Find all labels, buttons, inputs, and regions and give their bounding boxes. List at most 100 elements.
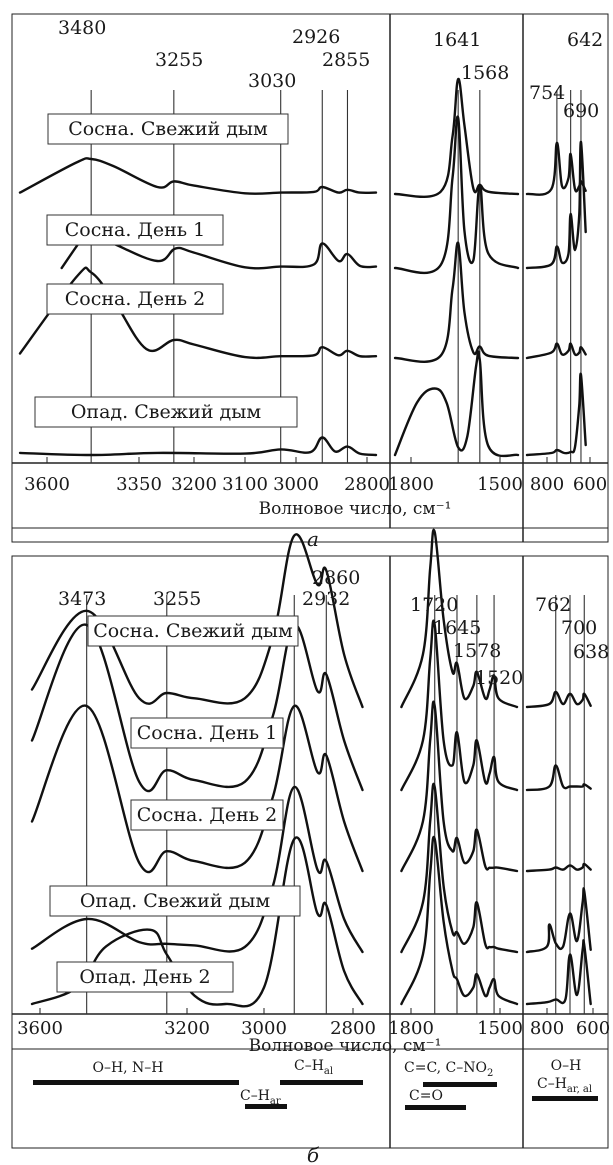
- spectrum-line: [525, 862, 592, 873]
- peak-label: 2855: [322, 49, 370, 71]
- panel-letter: а: [307, 527, 319, 551]
- spectrum-line: [525, 342, 587, 360]
- tick-label: 600: [576, 1018, 610, 1039]
- tick-label: 3200: [164, 1018, 210, 1039]
- series-label: Сосна. День 1: [65, 219, 206, 241]
- peak-label: 1578: [453, 640, 501, 662]
- spectrum-line: [525, 690, 592, 709]
- spectrum-line: [393, 350, 520, 458]
- band-sub: 2: [487, 1068, 493, 1079]
- tick-label: 800: [530, 1018, 564, 1039]
- spectrum-line: [525, 372, 587, 457]
- tick-label: 3000: [273, 474, 319, 495]
- peak-label: 3255: [153, 588, 201, 610]
- tick-label: 1800: [388, 1018, 434, 1039]
- peak-label: 2926: [292, 26, 340, 48]
- spectrum-line: [18, 266, 378, 360]
- panel-a-frame: [11, 13, 609, 543]
- peak-label: 642: [567, 29, 603, 51]
- band-sub: al: [324, 1066, 333, 1077]
- series-label: Опад. День 2: [79, 966, 210, 988]
- peak-label: 3030: [248, 70, 296, 92]
- series-label-box: Опад. Свежий дым: [34, 396, 298, 428]
- peak-label: 3255: [155, 49, 203, 71]
- panel-b-frame: [11, 555, 609, 1149]
- tick-label: 3000: [241, 1018, 287, 1039]
- spectrum-line: [30, 704, 364, 874]
- series-label-box: Сосна. День 1: [130, 717, 284, 749]
- peak-label: 700: [561, 617, 597, 639]
- spectrum-line: [525, 140, 587, 270]
- tick-label: 3350: [116, 474, 162, 495]
- peak-label: 1645: [433, 617, 481, 639]
- series-label-box: Сосна. День 2: [130, 799, 284, 831]
- tick-label: 2800: [344, 474, 390, 495]
- spectrum-line: [400, 782, 519, 954]
- band-label-co: C=O: [409, 1088, 443, 1104]
- peak-label: 2860: [312, 567, 360, 589]
- band-bar-ch-al: [280, 1080, 363, 1085]
- spectrum-line: [400, 835, 519, 1006]
- peak-label: 638: [573, 641, 609, 663]
- band-bar-ch-ar: [245, 1104, 287, 1109]
- band-text: C=C, C–NO: [404, 1060, 487, 1076]
- tick-label: 600: [573, 474, 607, 495]
- spectrum-line: [525, 887, 592, 954]
- tick-label: 3600: [17, 1018, 63, 1039]
- series-label-box: Опад. Свежий дым: [49, 885, 301, 917]
- series-label-box: Опад. День 2: [56, 961, 234, 993]
- band-bar-oh-nh: [33, 1080, 239, 1085]
- series-label: Опад. Свежий дым: [80, 890, 270, 912]
- band-text: C–H: [537, 1076, 567, 1092]
- peak-label: 1520: [475, 667, 523, 689]
- spectrum-line: [18, 157, 378, 195]
- tick-label: 800: [530, 474, 564, 495]
- band-text: C–H: [294, 1058, 324, 1074]
- peak-label: 754: [529, 82, 565, 104]
- peak-label: 1720: [410, 594, 458, 616]
- x-axis-label: Волновое число, см⁻¹: [259, 499, 452, 519]
- x-axis-label: Волновое число, см⁻¹: [249, 1036, 442, 1056]
- band-label-oh-nh: O–H, N–H: [92, 1060, 163, 1076]
- panel-letter: б: [307, 1143, 320, 1165]
- band-label-ch-ar: C–Har: [240, 1088, 281, 1107]
- tick-label: 3600: [24, 474, 70, 495]
- spectrum-line: [400, 700, 519, 873]
- peak-label: 3473: [58, 588, 106, 610]
- tick-label: 3200: [171, 474, 217, 495]
- panel-b-peak-lines: [86, 595, 585, 1014]
- band-label-oh: O–H: [551, 1058, 582, 1074]
- band-label-cc-cno2: C=C, C–NO2: [404, 1060, 493, 1079]
- spectrum-line: [30, 623, 364, 793]
- spectrum-line: [18, 436, 378, 457]
- band-assignments: O–H, N–H C–Har C–Hal C=C, C–NO2 C=O O–H …: [33, 1058, 598, 1110]
- series-label-box: Сосна. Свежий дым: [87, 615, 299, 647]
- peak-label: 2932: [302, 588, 350, 610]
- spectrum-line: [393, 241, 520, 363]
- peak-label: 690: [563, 100, 599, 122]
- series-label: Сосна. Свежий дым: [68, 118, 268, 140]
- peak-label: 1568: [461, 62, 509, 84]
- spectrum-line: [400, 528, 519, 709]
- band-sub: ar, al: [567, 1084, 592, 1095]
- peak-label: 3480: [58, 17, 106, 39]
- tick-label: 1500: [477, 1018, 523, 1039]
- spectrum-line: [30, 533, 364, 709]
- series-label: Сосна. День 2: [137, 804, 278, 826]
- series-label-box: Сосна. День 1: [46, 214, 224, 246]
- series-label: Сосна. День 1: [137, 722, 278, 744]
- tick-label: 2800: [330, 1018, 376, 1039]
- series-label: Опад. Свежий дым: [71, 401, 261, 423]
- spectrum-line: [393, 115, 520, 275]
- tick-label: 3100: [222, 474, 268, 495]
- panel-b-tick-marks: [39, 1008, 594, 1014]
- spectrum-line: [400, 619, 519, 792]
- band-bar-co: [405, 1105, 466, 1110]
- spectrum-line: [393, 77, 520, 199]
- band-label-ch-aral: C–Har, al: [537, 1076, 592, 1095]
- band-sub: ar: [270, 1096, 281, 1107]
- panel-a-tick-marks: [46, 457, 591, 463]
- spectrum-line: [525, 764, 592, 792]
- panel-b-spectra: [30, 528, 592, 1008]
